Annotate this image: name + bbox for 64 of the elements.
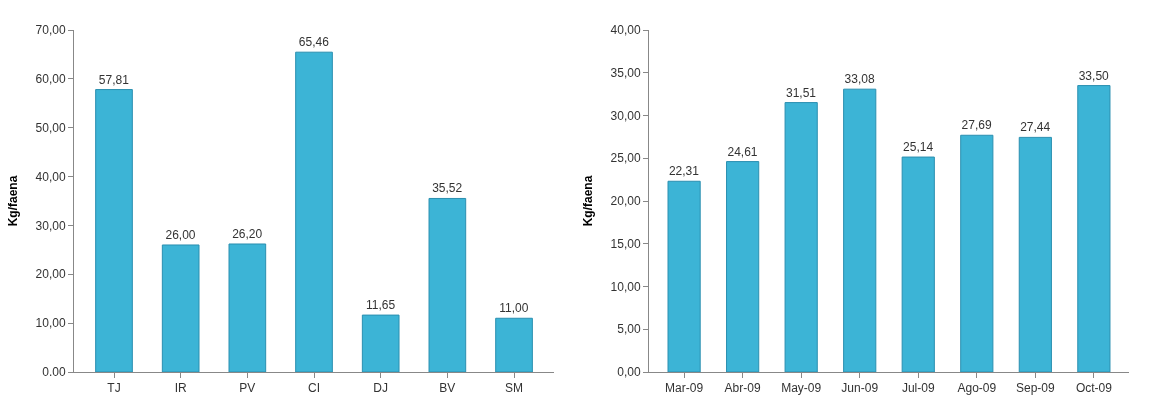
x-tick-label: PV <box>239 381 256 396</box>
y-tick-label: 40,00 <box>35 169 66 184</box>
data-label: 24,61 <box>727 144 758 159</box>
bar <box>161 244 200 372</box>
y-axis-title: Kg/faena <box>5 175 20 227</box>
y-tick-label: 70,00 <box>35 23 66 38</box>
y-tick-label: 10,00 <box>610 279 641 294</box>
y-tick-label: 30,00 <box>610 108 641 123</box>
x-tick-label: DJ <box>373 381 389 396</box>
bar <box>726 161 760 372</box>
bar <box>1018 136 1052 372</box>
y-tick-label: 40,00 <box>610 23 641 38</box>
y-axis-title: Kg/faena <box>580 175 595 227</box>
y-tick-label: 0.00 <box>42 365 66 380</box>
x-tick-label: CI <box>308 381 321 396</box>
x-tick-label: IR <box>174 381 187 396</box>
bar <box>667 180 701 372</box>
data-label: 31,51 <box>786 85 817 100</box>
y-tick-label: 20,00 <box>610 194 641 209</box>
y-tick-label: 15,00 <box>610 236 641 251</box>
data-label: 33,08 <box>844 72 875 87</box>
data-label: 27,44 <box>1020 120 1051 135</box>
data-label: 65,46 <box>298 35 330 50</box>
bar <box>901 156 935 372</box>
bar <box>228 243 267 372</box>
y-tick-label: 5,00 <box>617 322 641 337</box>
x-tick-label: Oct-09 <box>1075 381 1113 396</box>
x-tick-label: BV <box>439 381 456 396</box>
bar <box>960 134 994 372</box>
bar <box>295 51 333 372</box>
data-label: 35,52 <box>432 181 463 196</box>
y-tick-label: 60,00 <box>35 72 66 87</box>
data-label: 22,31 <box>668 164 700 179</box>
y-tick-label: 35,00 <box>610 65 641 80</box>
data-label: 26,20 <box>232 226 263 241</box>
data-label: 57,81 <box>98 72 130 87</box>
x-tick-label: TJ <box>107 381 121 396</box>
bar <box>95 89 133 372</box>
bar <box>784 102 818 372</box>
y-tick-label: 50,00 <box>35 120 66 135</box>
x-tick-label: Abr-09 <box>724 381 761 396</box>
y-tick-label: 30,00 <box>35 218 66 233</box>
bar <box>1077 85 1111 372</box>
x-tick-label: Jul-09 <box>901 381 935 396</box>
x-tick-label: Ago-09 <box>957 381 997 396</box>
bar <box>843 88 877 372</box>
x-tick-label: Sep-09 <box>1015 381 1055 396</box>
y-tick-label: 20,00 <box>35 267 66 282</box>
y-tick-label: 25,00 <box>610 151 641 166</box>
x-tick-label: May-09 <box>781 381 822 396</box>
bar <box>361 314 400 372</box>
y-tick-label: 10,00 <box>35 316 66 331</box>
x-tick-label: Jun-09 <box>841 381 879 396</box>
data-label: 33,50 <box>1078 68 1110 83</box>
x-tick-label: Mar-09 <box>665 381 704 396</box>
y-tick-label: 0,00 <box>617 365 641 380</box>
bar <box>495 317 533 372</box>
data-label: 27,69 <box>961 118 992 133</box>
bar <box>428 197 467 372</box>
data-label: 11,65 <box>365 298 396 313</box>
data-label: 26,00 <box>165 227 196 242</box>
x-tick-label: SM <box>505 381 524 396</box>
data-label: 11,00 <box>499 301 529 316</box>
data-label: 25,14 <box>903 140 934 155</box>
